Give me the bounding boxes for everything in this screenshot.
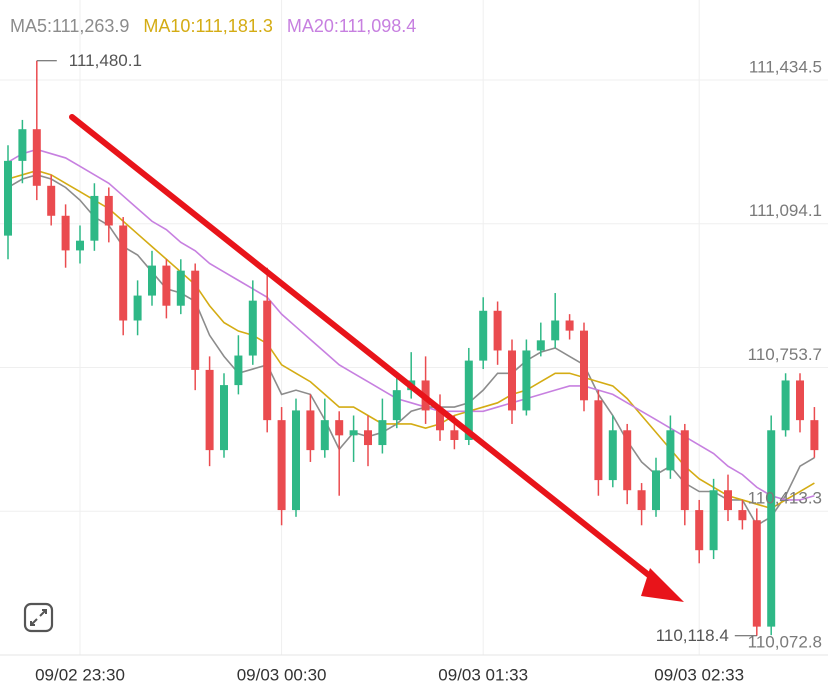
candle-body [119, 225, 128, 321]
candle-body [32, 129, 41, 186]
y-tick-label: 110,753.7 [748, 345, 822, 364]
x-tick-label: 09/03 02:33 [654, 665, 744, 684]
candle-body [320, 420, 329, 451]
candle-body [248, 300, 257, 356]
candle-body [392, 390, 401, 421]
candle-body [608, 430, 617, 481]
y-tick-label: 111,094.1 [749, 201, 822, 220]
candle-body [522, 350, 531, 411]
candle-body [148, 265, 156, 296]
candle-body [695, 510, 704, 551]
candle-body [104, 195, 113, 226]
candle-body [752, 520, 761, 627]
arrow-shaft [69, 114, 663, 587]
legend-item: MA20:111,098.4 [286, 16, 417, 36]
candle-body [652, 470, 660, 511]
x-tick-label: 09/02 23:30 [35, 665, 125, 684]
candle-body [493, 310, 502, 351]
candle-body [378, 420, 387, 446]
y-tick-label: 111,434.5 [749, 58, 822, 77]
y-tick-label: 110,072.8 [748, 632, 822, 651]
candle-body [162, 265, 171, 306]
ma-line [7, 173, 815, 527]
x-tick-label: 09/03 01:33 [438, 665, 528, 684]
ma-line [7, 148, 815, 501]
candle-body [76, 240, 84, 251]
x-tick-label: 09/03 00:30 [237, 665, 327, 684]
candle-body [565, 320, 574, 331]
candle-body [306, 410, 315, 451]
candle-body [464, 360, 473, 440]
arrow-head [641, 568, 684, 602]
low-label: 110,118.4 [656, 626, 729, 645]
candle-body [479, 310, 488, 361]
candle-body [335, 420, 344, 436]
candle-body [349, 430, 358, 436]
legend: MA5:111,263.9 MA10:111,181.3 MA20:111,098.… [10, 16, 430, 37]
candle-body [263, 300, 272, 421]
candle-body [191, 270, 200, 370]
candle-body [133, 295, 142, 321]
candle-body [781, 380, 790, 431]
candle-body [234, 355, 243, 386]
legend-item: MA10:111,181.3 [143, 16, 273, 36]
candle-body [767, 430, 776, 627]
candle-body [436, 410, 444, 431]
candle-body [680, 430, 689, 511]
candle-body [536, 340, 545, 351]
candle-body [277, 420, 286, 511]
legend-item: MA5:111,263.9 [10, 16, 130, 36]
candle-body [738, 510, 747, 521]
candle-body [364, 430, 372, 446]
candle-body [637, 490, 646, 511]
candle-body [176, 270, 185, 306]
candle-body [47, 185, 56, 216]
candle-body [623, 430, 632, 491]
candle-body [61, 215, 70, 251]
candle-body [796, 380, 804, 421]
expand-glyph[interactable] [30, 609, 47, 626]
candle-body [205, 369, 214, 451]
ma-line [7, 169, 815, 510]
marks [4, 60, 819, 636]
trend-arrow [69, 114, 684, 602]
candle-body [709, 490, 718, 551]
candle-body [450, 430, 459, 440]
candle-body [666, 430, 675, 471]
candle-body [90, 195, 99, 241]
candle-body [580, 330, 588, 401]
candle-body [4, 160, 12, 236]
high-label: 111,480.1 [69, 51, 142, 70]
candle-body [810, 420, 819, 451]
candle-body [508, 350, 516, 411]
grid [0, 0, 828, 656]
candle-body [724, 490, 732, 511]
expand-frame[interactable] [23, 602, 54, 633]
expand-icon[interactable] [23, 602, 54, 633]
candle-body [220, 385, 228, 451]
y-tick-label: 110,413.3 [748, 489, 822, 508]
candle-body [594, 400, 603, 481]
candle-body [292, 410, 300, 511]
candle-body [551, 320, 560, 341]
candle-body [18, 129, 27, 161]
